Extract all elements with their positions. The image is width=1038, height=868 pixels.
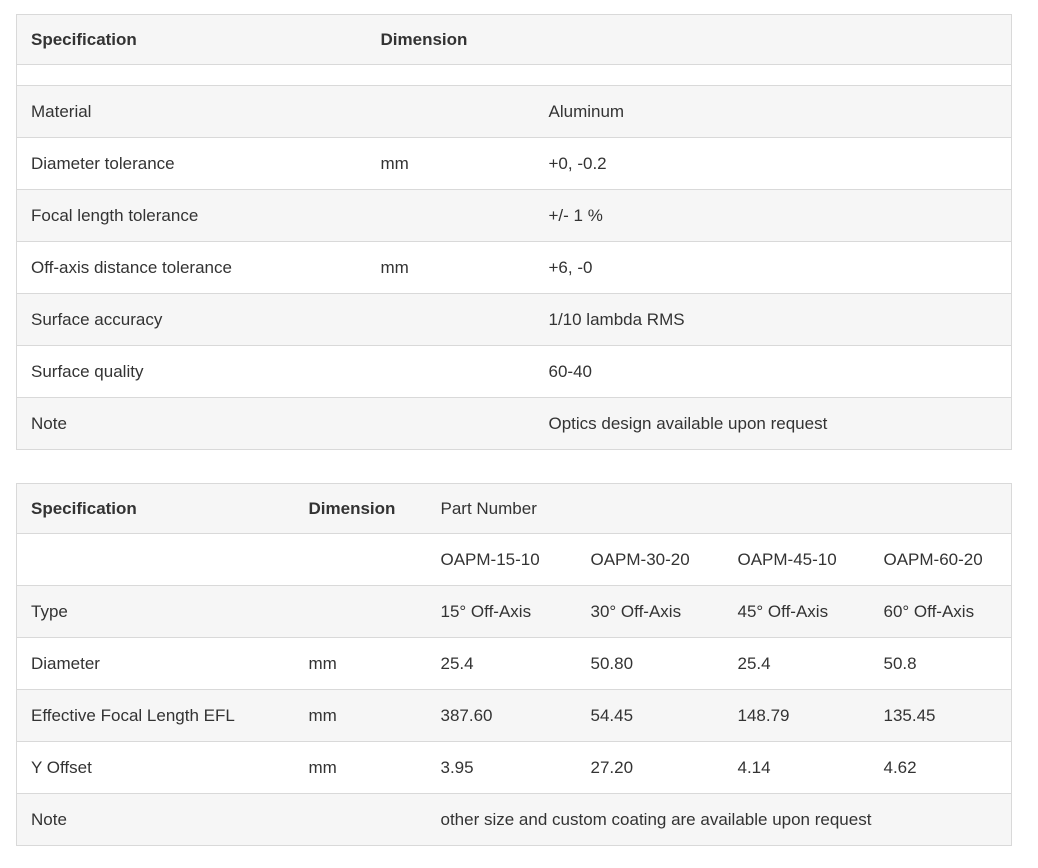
table-row: Diameter tolerance mm +0, -0.2: [16, 137, 1012, 190]
part-number-cell: OAPM-60-20: [883, 550, 983, 569]
dimension-column-header: Dimension: [380, 30, 468, 49]
spec-cell: Surface quality: [31, 362, 144, 381]
value-cell: 25.4: [737, 654, 771, 673]
part-specs-table: Specification Dimension Part Number OAPM…: [16, 483, 1012, 846]
spec-cell: [17, 534, 295, 586]
spec-cell: Effective Focal Length EFL: [31, 706, 235, 725]
spec-cell: Note: [31, 414, 67, 433]
value-cell: 60-40: [548, 362, 592, 381]
value-cell: 4.14: [737, 758, 771, 777]
dimension-cell: mm: [308, 758, 337, 777]
table-row: Surface accuracy 1/10 lambda RMS: [16, 293, 1012, 346]
spec-cell: Y Offset: [31, 758, 92, 777]
spec-tables-container: Specification Dimension Material Aluminu…: [16, 14, 1012, 846]
value-cell: 4.62: [883, 758, 917, 777]
value-cell: 148.79: [737, 706, 790, 725]
table-row: Surface quality 60-40: [16, 345, 1012, 398]
spec-cell: Focal length tolerance: [31, 206, 199, 225]
spacer-row: [16, 64, 1012, 86]
value-cell: 50.8: [883, 654, 917, 673]
dimension-cell: [367, 398, 535, 450]
part-number-column-header: Part Number: [440, 499, 537, 518]
dimension-cell: mm: [380, 258, 409, 277]
table-row: Y Offset mm 3.95 27.20 4.14 4.62: [16, 741, 1012, 794]
dimension-cell: [295, 534, 427, 586]
value-cell: +0, -0.2: [548, 154, 607, 173]
spec-cell: Surface accuracy: [31, 310, 163, 329]
part-specs-header-row: Specification Dimension Part Number: [16, 483, 1012, 534]
value-cell: 30° Off-Axis: [590, 602, 682, 621]
dimension-column-header: Dimension: [308, 499, 396, 518]
table-row: Note Optics design available upon reques…: [16, 397, 1012, 450]
dimension-cell: [367, 346, 535, 398]
value-cell: +6, -0: [548, 258, 593, 277]
spec-cell: Diameter: [31, 654, 100, 673]
value-cell: 135.45: [883, 706, 936, 725]
specification-column-header: Specification: [31, 499, 137, 518]
general-specs-header-row: Specification Dimension: [16, 14, 1012, 65]
spec-cell: Diameter tolerance: [31, 154, 175, 173]
value-cell: 25.4: [440, 654, 474, 673]
value-cell: 60° Off-Axis: [883, 602, 975, 621]
empty-header-cell: [535, 15, 1012, 65]
value-cell: 54.45: [590, 706, 634, 725]
value-cell: +/- 1 %: [548, 206, 603, 225]
dimension-cell: mm: [308, 654, 337, 673]
spacer-cell: [17, 65, 1012, 86]
dimension-cell: [367, 294, 535, 346]
dimension-cell: [367, 86, 535, 138]
value-cell: 15° Off-Axis: [440, 602, 532, 621]
value-cell: Optics design available upon request: [548, 414, 828, 433]
table-row: Material Aluminum: [16, 85, 1012, 138]
spec-cell: Type: [31, 602, 68, 621]
note-value-cell: other size and custom coating are availa…: [440, 810, 872, 829]
table-row: Effective Focal Length EFL mm 387.60 54.…: [16, 689, 1012, 742]
table-row: Off-axis distance tolerance mm +6, -0: [16, 241, 1012, 294]
value-cell: 45° Off-Axis: [737, 602, 829, 621]
spec-cell: Off-axis distance tolerance: [31, 258, 232, 277]
spec-cell: Material: [31, 102, 92, 121]
value-cell: 50.80: [590, 654, 634, 673]
spec-cell: Note: [31, 810, 67, 829]
part-number-cell: OAPM-15-10: [440, 550, 540, 569]
specification-column-header: Specification: [31, 30, 137, 49]
table-row: Focal length tolerance +/- 1 %: [16, 189, 1012, 242]
value-cell: 1/10 lambda RMS: [548, 310, 685, 329]
value-cell: 387.60: [440, 706, 493, 725]
dimension-cell: mm: [308, 706, 337, 725]
value-cell: 27.20: [590, 758, 634, 777]
table-row: Type 15° Off-Axis 30° Off-Axis 45° Off-A…: [16, 585, 1012, 638]
value-cell: Aluminum: [548, 102, 625, 121]
dimension-cell: [295, 794, 427, 846]
value-cell: 3.95: [440, 758, 474, 777]
general-specs-table: Specification Dimension Material Aluminu…: [16, 14, 1012, 450]
part-numbers-row: OAPM-15-10 OAPM-30-20 OAPM-45-10 OAPM-60…: [16, 533, 1012, 586]
dimension-cell: [295, 586, 427, 638]
part-number-cell: OAPM-45-10: [737, 550, 837, 569]
note-row: Note other size and custom coating are a…: [16, 793, 1012, 846]
table-row: Diameter mm 25.4 50.80 25.4 50.8: [16, 637, 1012, 690]
dimension-cell: mm: [380, 154, 409, 173]
dimension-cell: [367, 190, 535, 242]
part-number-cell: OAPM-30-20: [590, 550, 690, 569]
